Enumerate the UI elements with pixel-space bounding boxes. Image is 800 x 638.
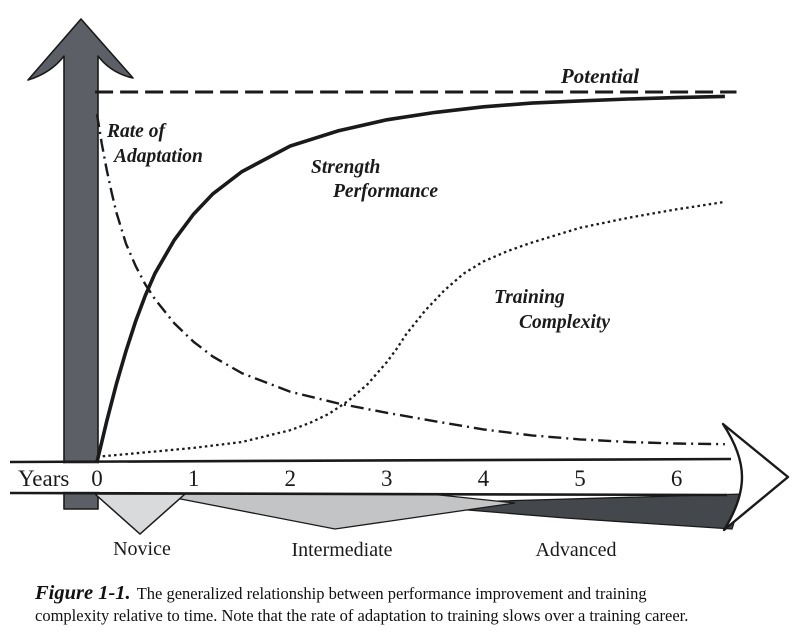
figure-caption-line2: complexity relative to time. Note that t… [35,606,689,625]
figure-chart: Potential Rate of Adaptation Strength Pe… [9,18,790,561]
curves-group [95,90,737,463]
intermediate-label: Intermediate [291,539,392,561]
curve-rate-of-adaptation [95,114,725,446]
years-axis-title: Years [18,466,69,491]
years-tick-3: 3 [381,466,393,491]
years-tick-2: 2 [284,466,296,491]
strength-performance-label-line1: Strength [311,157,380,178]
curve-strength-performance [95,94,725,463]
years-ticks-group: 0 1 2 3 4 5 6 [91,466,682,491]
years-band-top-line [9,457,732,464]
figure-caption-line1: The generalized relationship between per… [136,584,647,603]
rate-of-adaptation-label-line1: Rate of [106,121,167,142]
curve-training-complexity [96,200,726,458]
strength-performance-label-line2: Performance [332,181,438,202]
novice-triangle [93,493,187,536]
potential-label: Potential [560,64,639,88]
years-tick-1: 1 [188,466,200,491]
novice-label: Novice [113,538,171,560]
vertical-axis-arrow [27,18,134,510]
years-band-bottom-line [9,491,728,497]
figure-caption-label: Figure 1-1. [35,582,131,604]
training-complexity-label-line1: Training [494,287,565,308]
years-tick-5: 5 [574,466,586,491]
years-tick-0: 0 [91,466,103,491]
years-tick-6: 6 [671,466,683,491]
figure-caption: Figure 1-1. The generalized relationship … [35,582,780,627]
training-complexity-label-line2: Complexity [519,312,610,333]
years-band [10,463,723,492]
rate-of-adaptation-label-line2: Adaptation [112,146,203,167]
intermediate-triangle [154,493,516,530]
years-tick-4: 4 [478,466,490,491]
years-axis-arrowhead [721,422,790,532]
advanced-label: Advanced [535,539,616,561]
